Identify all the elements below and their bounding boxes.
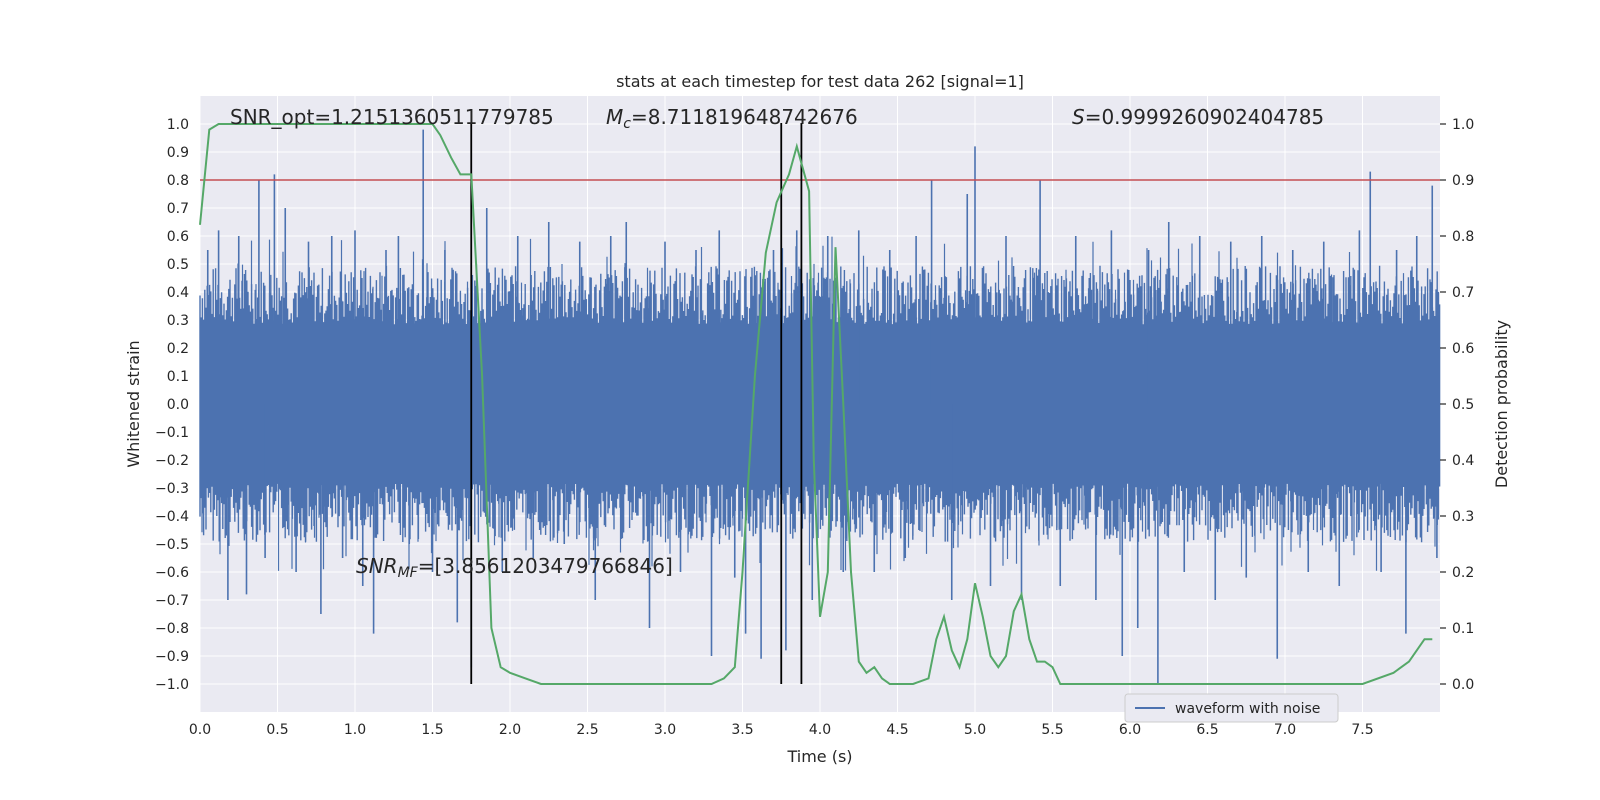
event-lines [470,123,803,684]
x-tick-label-13: 6.5 [1196,722,1218,738]
snr-mf-value: =[3.8561203479766846] [418,554,673,578]
y-tick-label-20: 1.0 [167,117,189,133]
x-tick-label-3: 1.5 [421,722,443,738]
noise-core-band [199,236,1441,571]
right-y-tick-label-3: 0.3 [1452,509,1474,525]
y-axis-label: Whitened strain [124,340,143,467]
x-tick-label-5: 2.5 [576,722,598,738]
legend-box [1124,693,1339,723]
y-tick-label-17: 0.7 [167,201,189,217]
x-axis-label: Time (s) [786,747,852,766]
y-tick-label-11: 0.1 [167,369,189,385]
noise-spikes [206,129,1438,684]
x-tick-label-14: 7.0 [1274,722,1296,738]
x-tick-label-9: 4.5 [886,722,908,738]
chirp-mass-value: =8.711819648742676 [631,105,858,129]
chirp-mass-symbol: M [606,105,623,129]
x-tick-label-8: 4.0 [809,722,831,738]
y-tick-label-19: 0.9 [167,145,189,161]
s-symbol: S [1072,105,1085,129]
y-tick-label-16: 0.6 [167,229,189,245]
y-axis-ticks: −1.0 −0.9 −0.8 −0.7 −0.6 −0.5 −0.4 −0.3 −0.2 −0.1… [155,117,189,693]
right-y-tick-label-6: 0.6 [1452,341,1474,357]
y-tick-label-18: 0.8 [167,173,189,189]
x-tick-label-6: 3.0 [654,722,676,738]
y-tick-label-5: −0.5 [155,537,189,553]
x-tick-label-4: 2.0 [499,722,521,738]
y-tick-label-8: −0.2 [155,453,189,469]
x-tick-label-7: 3.5 [731,722,753,738]
right-y-tick-label-7: 0.7 [1452,285,1474,301]
snr-opt-annotation: SNR_opt=1.2151360511779785 [230,105,554,129]
legend: waveform with noise [1124,693,1339,723]
legend-label-waveform: waveform with noise [1175,701,1320,717]
s-annotation: S=0.9999260902404785 [1072,105,1324,129]
snr-mf-subscript: MF [398,565,419,581]
x-tick-label-2: 1.0 [344,722,366,738]
y-tick-label-10: 0.0 [167,397,189,413]
snr-mf-symbol: SNR [356,554,398,578]
right-y-tick-label-9: 0.9 [1452,173,1474,189]
right-y-tick-label-0: 0.0 [1452,677,1474,693]
detection-probability-line [199,123,1433,685]
y-tick-label-6: −0.4 [155,509,189,525]
x-axis-ticks: 0.0 0.5 1.0 1.5 2.0 2.5 3.0 3.5 4.0 4.5 5.0 5.5 6.0 6… [189,722,1374,738]
y-tick-label-4: −0.6 [155,565,189,581]
right-y-axis-ticks: 0.0 0.1 0.2 0.3 0.4 0.5 0.6 0.7 0.8 0.9 1.0 [1440,117,1474,693]
x-tick-label-0: 0.0 [189,722,211,738]
y-tick-label-3: −0.7 [155,593,189,609]
y-tick-label-2: −0.8 [155,621,189,637]
y-tick-label-9: −0.1 [155,425,189,441]
right-y-tick-label-10: 1.0 [1452,117,1474,133]
right-y-axis-label: Detection probability [1492,320,1511,488]
right-y-tick-label-1: 0.1 [1452,621,1474,637]
right-y-tick-label-4: 0.4 [1452,453,1474,469]
s-value: =0.9999260902404785 [1085,105,1324,129]
noise-core-strokes [199,265,1441,543]
chart-title: stats at each timestep for test data 262… [616,72,1024,91]
y-tick-label-12: 0.2 [167,341,189,357]
x-tick-label-1: 0.5 [266,722,288,738]
y-tick-label-13: 0.3 [167,313,189,329]
y-tick-label-7: −0.3 [155,481,189,497]
x-tick-label-11: 5.5 [1041,722,1063,738]
snr-mf-annotation: SNRMF=[3.8561203479766846] [356,554,673,581]
right-y-tick-label-5: 0.5 [1452,397,1474,413]
x-tick-label-12: 6.0 [1119,722,1141,738]
y-tick-label-1: −0.9 [155,649,189,665]
x-tick-label-10: 5.0 [964,722,986,738]
right-y-tick-label-8: 0.8 [1452,229,1474,245]
y-tick-label-0: −1.0 [155,677,189,693]
right-y-tick-label-2: 0.2 [1452,565,1474,581]
x-tick-label-15: 7.5 [1351,722,1373,738]
y-tick-label-14: 0.4 [167,285,189,301]
chirp-mass-subscript: c [623,116,631,132]
chirp-mass-annotation: Mc=8.711819648742676 [606,105,858,132]
y-tick-label-15: 0.5 [167,257,189,273]
